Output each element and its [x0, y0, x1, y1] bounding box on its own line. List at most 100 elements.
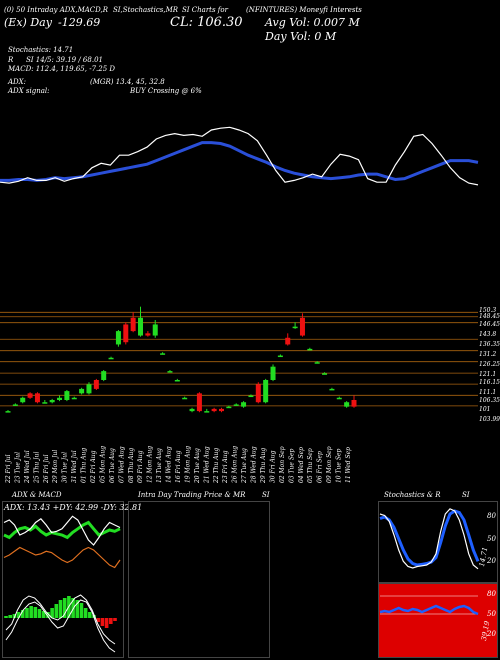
macd-bar [71, 598, 75, 618]
candle [79, 387, 85, 395]
rsi-lines [379, 595, 479, 616]
price-tick-label: 148.45 [479, 313, 500, 320]
date-tick-label: 02 Fri Aug [90, 450, 97, 483]
price-tick-label: 136.35 [479, 341, 500, 348]
macd-bar [62, 598, 67, 618]
candle [34, 392, 40, 404]
intra-panel-title-a: Intra Day Trading Price & MR [138, 491, 246, 499]
date-tick-label: 25 Thu Jul [33, 452, 40, 484]
date-tick-label: 09 Mon Sep [326, 446, 333, 483]
candle [108, 356, 114, 360]
candle [351, 395, 357, 408]
rsi-panel [378, 583, 498, 658]
date-tick-label: 23 Fri Aug [222, 450, 229, 484]
macd-value: MACD: 112.4, 119.65, -7.25 D [8, 65, 115, 73]
candle [174, 378, 180, 382]
price-tick-label: 126.25 [479, 361, 500, 368]
header-line1-c: SI Charts for [182, 6, 228, 14]
price-tick-label: 106.35 [479, 397, 500, 404]
candle [167, 370, 173, 373]
candle [145, 331, 151, 337]
candle [277, 354, 283, 358]
macd-bar [83, 608, 88, 618]
adx-minus-di-line [3, 546, 121, 569]
date-tick-label: 06 Tue Aug [109, 448, 116, 483]
date-tick-label: 13 Tue Aug [156, 448, 163, 483]
candle [211, 407, 217, 413]
adx-label: ADX: [8, 78, 27, 86]
candle [336, 396, 342, 400]
stochastics-panel [378, 501, 498, 583]
candle [314, 361, 320, 364]
adx-line [3, 515, 121, 546]
stochastics-lines [379, 508, 480, 570]
candle [292, 322, 298, 329]
candle [42, 400, 48, 404]
candle [263, 378, 269, 404]
date-tick-label: 26 Fri Jul [43, 454, 50, 484]
macd-bar [50, 608, 54, 618]
candle [285, 333, 291, 346]
date-tick-label: 16 Fri Aug [175, 450, 182, 483]
close-price: CL: 106.30 [170, 15, 243, 30]
candle [115, 330, 121, 347]
macd-histogram [4, 594, 117, 653]
macd-bar [96, 618, 101, 622]
macd-bar [88, 612, 92, 618]
price-tick-label: 111.1 [479, 389, 496, 396]
adx-lines [3, 515, 121, 569]
date-tick-label: 31 Wed Jul [71, 450, 78, 483]
candle [130, 312, 136, 333]
candle [71, 396, 77, 400]
macd-bar [8, 615, 12, 618]
candle [57, 395, 63, 402]
candle [182, 396, 188, 400]
date-tick-label: 10 Tue Sep [336, 448, 343, 483]
date-tick-label: 30 Tue Jul [62, 452, 69, 483]
date-tick-label: 30 Fri Aug [269, 450, 276, 483]
candle [248, 394, 254, 398]
date-tick-label: 28 Wed Aug [251, 446, 258, 484]
indicator-panel [0, 126, 479, 186]
macd-bar [25, 608, 29, 618]
date-tick-label: 27 Tue Aug [241, 448, 248, 484]
header-line1-a: (0) 50 Intraday ADX,MACD,R [4, 6, 109, 14]
price-tick-label: 121.1 [479, 371, 496, 378]
macd-signal-line [5, 599, 116, 653]
date-tick-label: 05 Thu Sep [307, 448, 314, 483]
date-tick-label: 22 Thu Aug [213, 448, 220, 484]
macd-bar [46, 612, 50, 618]
macd-bar [104, 618, 109, 628]
macd-line [5, 594, 116, 645]
candle [196, 392, 202, 413]
macd-bar [75, 600, 80, 618]
candlesticks [5, 306, 357, 413]
rsi-line [379, 604, 479, 616]
candle [322, 372, 328, 375]
date-axis: 22 Fri Jul 23 Tue Jul 24 Wed Jul 25 Thu Jul… [5, 446, 352, 484]
candle [20, 396, 26, 404]
date-tick-label: 20 Tue Aug [194, 448, 201, 484]
candle [255, 382, 261, 404]
date-tick-label: 08 Thu Aug [128, 448, 135, 483]
date-tick-label: 26 Mon Aug [232, 446, 239, 484]
candle [189, 407, 195, 413]
macd-bar [37, 609, 42, 618]
indicator-line [0, 126, 479, 186]
candle [233, 403, 239, 406]
header-line2-b: -129.69 [58, 16, 101, 29]
candle [101, 370, 107, 382]
macd-bar [29, 606, 33, 618]
macd-bar [100, 618, 105, 626]
date-tick-label: 24 Wed Jul [24, 450, 31, 484]
rsi-tick-50: 50 [487, 610, 496, 618]
price-tick-label: 150.3 [479, 307, 496, 314]
date-tick-label: 29 Mon Jul [52, 450, 59, 484]
candle [123, 322, 129, 345]
date-tick-label: 02 Mon Sep [279, 446, 286, 483]
price-gridlines [0, 311, 478, 407]
candle [218, 407, 224, 413]
